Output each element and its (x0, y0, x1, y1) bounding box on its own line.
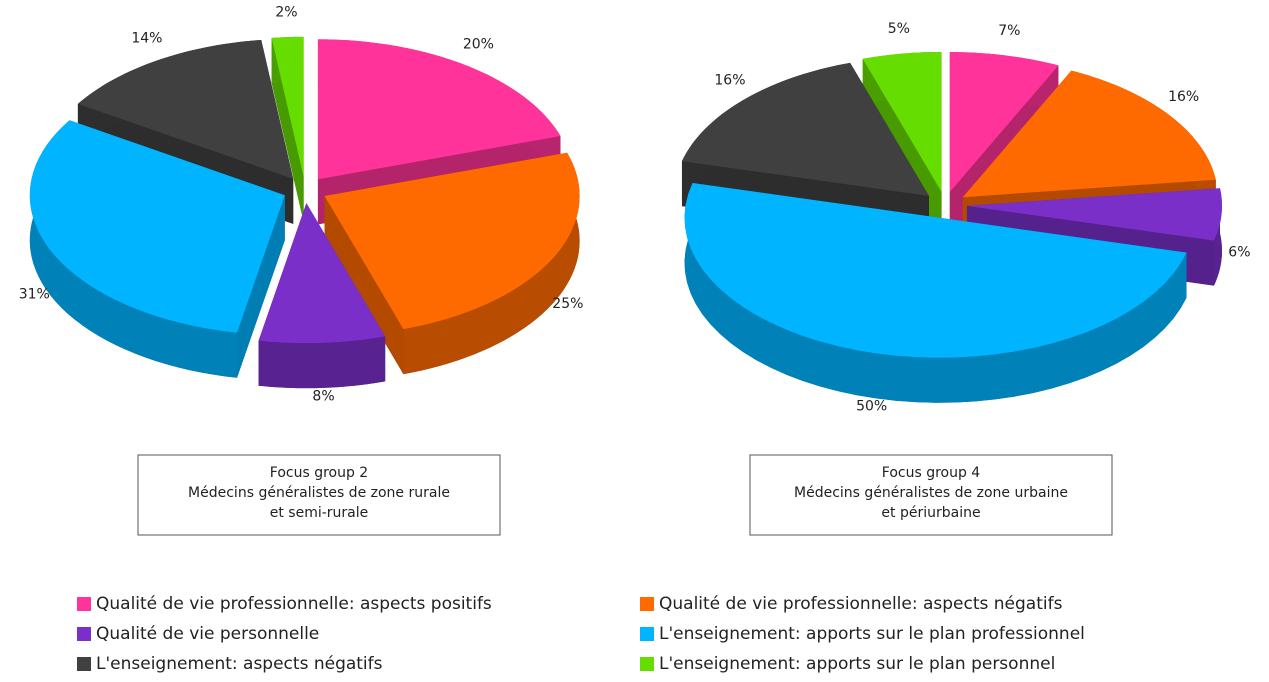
caption-title: Focus group 4 (882, 465, 981, 481)
slice-wall (237, 195, 285, 378)
data-label: 20% (463, 36, 494, 52)
data-label: 16% (714, 73, 745, 89)
data-label: 6% (1228, 245, 1250, 261)
slice (258, 203, 386, 344)
slice (962, 70, 1216, 198)
data-label: 14% (131, 30, 162, 46)
data-label: 31% (19, 287, 50, 303)
data-label: 50% (856, 399, 887, 415)
slice (949, 52, 1059, 193)
legend-label: Qualité de vie professionnelle: aspects … (96, 594, 492, 614)
data-label: 25% (552, 296, 583, 312)
caption-box (749, 454, 1113, 536)
legend-swatch (77, 627, 91, 641)
caption-box (137, 454, 501, 536)
data-label: 8% (312, 389, 334, 405)
slice-side (684, 182, 1187, 403)
slice-wall (271, 37, 304, 222)
slice (324, 152, 580, 330)
caption-line: Médecins généralistes de zone urbaine (794, 485, 1068, 501)
slice (681, 62, 929, 196)
slice (29, 120, 285, 333)
legend-swatch (77, 597, 91, 611)
slice (77, 39, 294, 179)
slice (271, 36, 304, 222)
slice (684, 182, 1187, 403)
slice-wall (324, 195, 404, 375)
legend-label: L'enseignement: apports sur le plan pers… (659, 654, 1055, 674)
slice (966, 188, 1222, 241)
legend-swatch (640, 597, 654, 611)
legend-label: L'enseignement: apports sur le plan prof… (659, 624, 1085, 644)
slice (29, 120, 285, 378)
slice (271, 36, 304, 177)
caption-line: et semi-rurale (270, 505, 369, 521)
slice (684, 182, 1187, 358)
legend-swatch (640, 657, 654, 671)
slice-side (403, 152, 580, 375)
data-label: 7% (998, 23, 1020, 39)
caption-line: Médecins généralistes de zone rurale (188, 485, 450, 501)
legend-label: L'enseignement: aspects négatifs (96, 654, 383, 674)
slice (258, 203, 386, 389)
data-label: 2% (275, 4, 297, 20)
slice (317, 39, 561, 180)
caption-line: et périurbaine (881, 505, 980, 521)
legend-label: Qualité de vie personnelle (96, 624, 319, 644)
data-label: 16% (1168, 89, 1199, 105)
slice (324, 152, 580, 375)
slice-side (258, 336, 386, 389)
legend-swatch (640, 627, 654, 641)
legend-swatch (77, 657, 91, 671)
data-label: 5% (888, 21, 910, 37)
caption-title: Focus group 2 (270, 465, 368, 481)
slice-side (29, 120, 238, 378)
legend-label: Qualité de vie professionnelle: aspects … (659, 594, 1063, 614)
slice (862, 51, 942, 192)
